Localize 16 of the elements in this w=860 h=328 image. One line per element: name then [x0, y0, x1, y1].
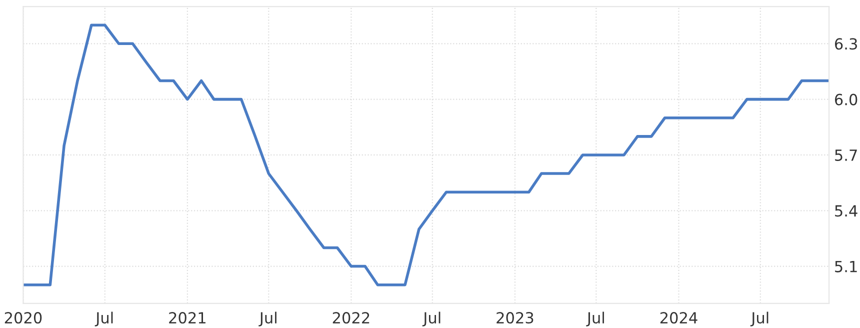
y-tick-label: 6.0 [834, 94, 858, 106]
x-tick-label: 2021 [169, 312, 206, 324]
line-series [23, 24, 830, 286]
x-tick-label: Jul [750, 312, 768, 326]
y-tick-label: 5.1 [835, 260, 857, 272]
x-tick-label: 2023 [496, 312, 534, 324]
x-tick-label: Jul [258, 312, 276, 326]
x-tick-label: Jul [94, 312, 113, 326]
x-tick-label: 2024 [660, 312, 698, 324]
x-tick-label: 2020 [4, 312, 42, 324]
x-tick-label: Jul [422, 312, 440, 326]
y-tick-label: 5.7 [835, 150, 857, 161]
y-tick-label: 6.3 [834, 38, 857, 50]
x-tick-label: 2022 [332, 312, 370, 324]
y-tick-label: 5.4 [835, 205, 858, 217]
x-tick-label: Jul [586, 312, 604, 326]
